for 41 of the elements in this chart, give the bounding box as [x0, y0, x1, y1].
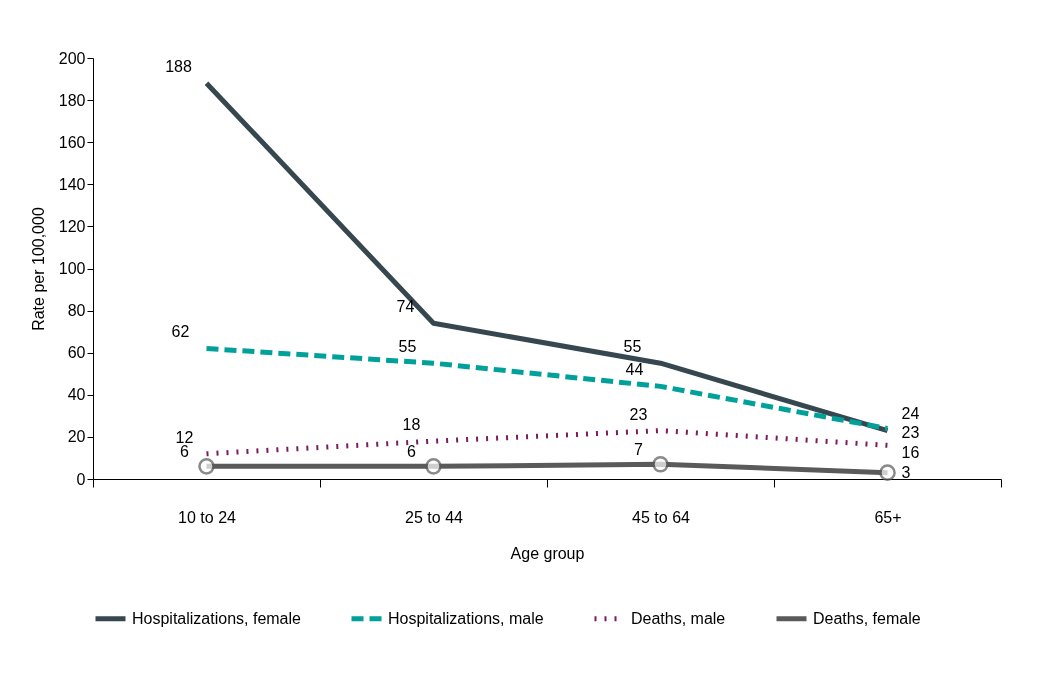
y-tick-label: 80 [67, 302, 86, 320]
legend-label: Hospitalizations, male [388, 609, 544, 627]
y-tick-label: 20 [67, 428, 86, 446]
point [425, 458, 442, 475]
data-label: 44 [625, 361, 644, 379]
y-tick-label: 160 [58, 133, 86, 151]
data-label: 12 [175, 428, 194, 446]
data-label: 74 [396, 298, 415, 316]
data-label: 24 [901, 405, 920, 423]
x-tick-label: 25 to 44 [405, 508, 464, 526]
y-tick-label: 140 [58, 175, 86, 193]
data-label: 23 [629, 405, 648, 423]
x-tick-label: 45 to 64 [632, 508, 691, 526]
y-tick-label: 200 [58, 49, 86, 67]
point [879, 464, 896, 481]
data-label: 55 [398, 338, 417, 356]
y-tick-label: 40 [67, 386, 86, 404]
data-label: 23 [901, 423, 920, 441]
y-tick-label: 60 [67, 344, 86, 362]
data-label: 55 [623, 338, 642, 356]
point [652, 455, 669, 473]
data-label: 18 [402, 416, 421, 434]
data-label: 62 [171, 323, 190, 341]
y-axis-title: Rate per 100,000 [29, 207, 47, 331]
x-axis-title: Age group [510, 544, 585, 562]
point [198, 458, 215, 475]
data-label: 16 [901, 444, 920, 462]
legend-label: Deaths, male [631, 609, 726, 627]
x-tick-label: 10 to 24 [178, 508, 237, 526]
y-tick-label: 100 [58, 260, 86, 277]
legend-label: Hospitalizations, female [132, 609, 302, 627]
x-tick-label: 65+ [874, 508, 902, 526]
data-label: 6 [180, 443, 190, 461]
legend-label: Deaths, female [813, 609, 921, 627]
y-tick-label: 0 [76, 470, 86, 488]
data-label: 3 [901, 463, 911, 481]
y-tick-label: 180 [58, 91, 86, 109]
data-label: 188 [165, 58, 192, 76]
data-label: 6 [407, 443, 417, 461]
y-tick-label: 120 [58, 217, 86, 235]
data-label: 7 [634, 441, 644, 459]
